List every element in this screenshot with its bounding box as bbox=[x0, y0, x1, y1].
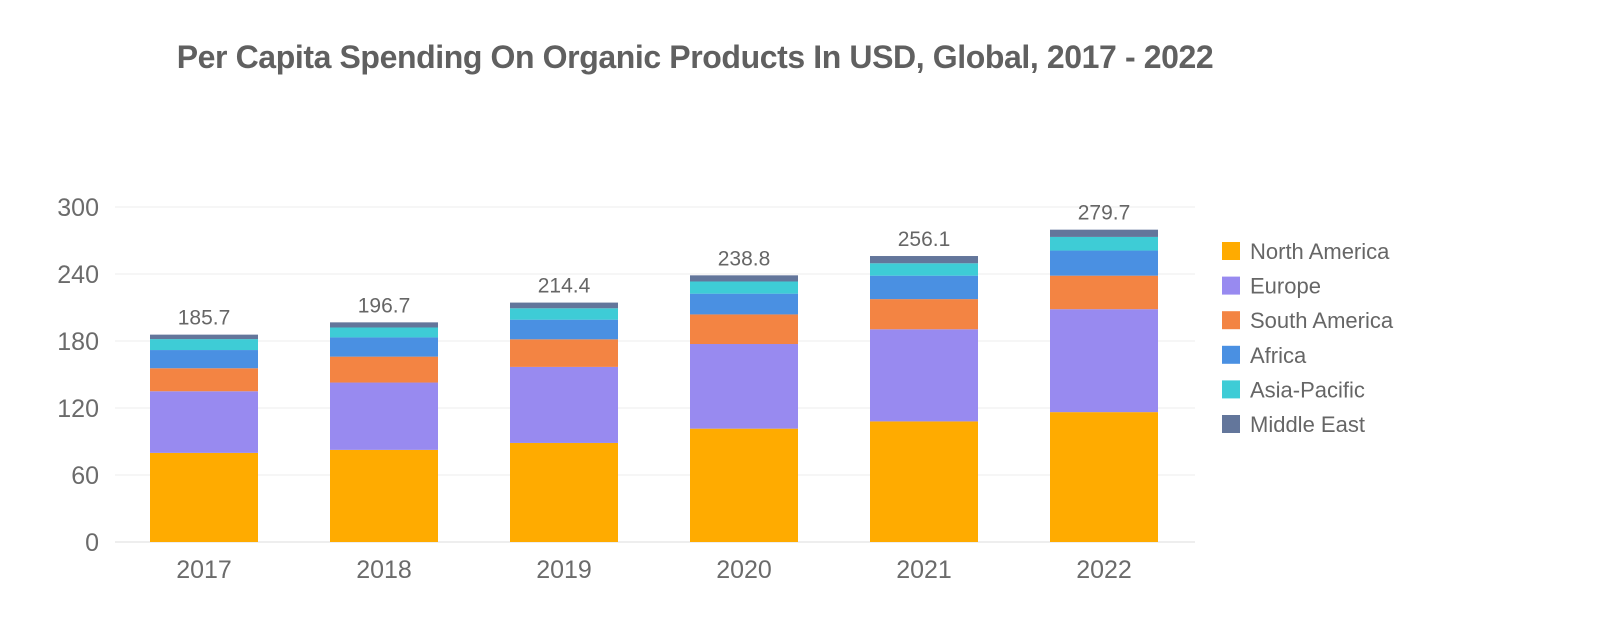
legend-swatch bbox=[1222, 311, 1240, 330]
legend-label: North America bbox=[1250, 239, 1390, 264]
x-tick-label: 2019 bbox=[536, 556, 592, 584]
bar-segment bbox=[330, 382, 438, 450]
legend-label: Europe bbox=[1250, 274, 1321, 299]
bar-segment bbox=[1050, 250, 1158, 276]
x-tick-label: 2020 bbox=[716, 556, 772, 584]
bar-segment bbox=[870, 263, 978, 276]
bar-segment bbox=[330, 449, 438, 542]
legend-swatch bbox=[1222, 345, 1240, 364]
bar-segment bbox=[870, 299, 978, 330]
bar-segment bbox=[510, 319, 618, 340]
bar-total-label: 214.4 bbox=[538, 275, 591, 298]
bar-segment bbox=[330, 327, 438, 338]
total-labels: 185.7 196.7 214.4 238.8 256.1 279.7 bbox=[178, 202, 1131, 330]
bars bbox=[150, 229, 1158, 542]
bar-segment bbox=[690, 344, 798, 429]
x-tick-label: 2021 bbox=[896, 556, 952, 584]
legend-label: South America bbox=[1250, 308, 1394, 333]
x-axis-ticks: 2017 2018 2019 2020 2021 2022 bbox=[176, 556, 1132, 584]
y-axis-ticks: 0 60 120 180 240 300 bbox=[57, 194, 99, 557]
bar-segment bbox=[150, 368, 258, 392]
legend-swatch bbox=[1222, 242, 1240, 260]
y-tick-label: 240 bbox=[57, 261, 99, 289]
bar-segment bbox=[150, 452, 258, 542]
bar-segment bbox=[510, 308, 618, 320]
bar-segment bbox=[870, 275, 978, 300]
bar-segment bbox=[510, 339, 618, 367]
bar-segment bbox=[150, 391, 258, 453]
legend-swatch bbox=[1222, 380, 1240, 399]
bar-segment bbox=[330, 337, 438, 357]
bar-segment bbox=[330, 322, 438, 328]
legend-label: Middle East bbox=[1250, 412, 1365, 437]
bar-segment bbox=[1050, 309, 1158, 413]
y-tick-label: 120 bbox=[57, 395, 99, 423]
bar-segment bbox=[1050, 412, 1158, 542]
gridlines bbox=[115, 206, 1195, 543]
bar-segment bbox=[150, 334, 258, 340]
bar-segment bbox=[1050, 275, 1158, 310]
bar-segment bbox=[510, 302, 618, 309]
bar-segment bbox=[150, 339, 258, 351]
bar-total-label: 185.7 bbox=[178, 307, 231, 330]
y-tick-label: 300 bbox=[57, 194, 99, 222]
y-tick-label: 60 bbox=[71, 462, 99, 490]
x-tick-label: 2018 bbox=[356, 556, 412, 584]
bar-total-label: 256.1 bbox=[898, 228, 951, 251]
legend: North America Europe South America Africa As… bbox=[1222, 239, 1394, 437]
y-tick-label: 180 bbox=[57, 328, 99, 356]
legend-label: Africa bbox=[1250, 343, 1307, 368]
bar-segment bbox=[510, 366, 618, 443]
bar-segment bbox=[870, 329, 978, 422]
x-tick-label: 2017 bbox=[176, 556, 232, 584]
bar-segment bbox=[690, 428, 798, 542]
x-tick-label: 2022 bbox=[1076, 556, 1132, 584]
bar-segment bbox=[150, 350, 258, 369]
bar-segment bbox=[690, 281, 798, 294]
bar-segment bbox=[690, 314, 798, 345]
legend-swatch bbox=[1222, 276, 1240, 295]
bar-segment bbox=[1050, 236, 1158, 251]
bar-total-label: 238.8 bbox=[718, 247, 771, 270]
bar-segment bbox=[690, 275, 798, 282]
chart-title: Per Capita Spending On Organic Products … bbox=[176, 39, 1214, 75]
y-tick-label: 0 bbox=[85, 529, 99, 557]
bar-total-label: 196.7 bbox=[358, 294, 411, 317]
legend-swatch bbox=[1222, 415, 1240, 433]
bar-segment bbox=[330, 356, 438, 383]
bar-segment bbox=[870, 421, 978, 542]
bar-segment bbox=[1050, 229, 1158, 237]
legend-label: Asia-Pacific bbox=[1250, 377, 1365, 402]
bar-segment bbox=[870, 256, 978, 264]
bar-segment bbox=[690, 293, 798, 315]
bar-segment bbox=[510, 442, 618, 542]
bar-total-label: 279.7 bbox=[1078, 202, 1131, 225]
